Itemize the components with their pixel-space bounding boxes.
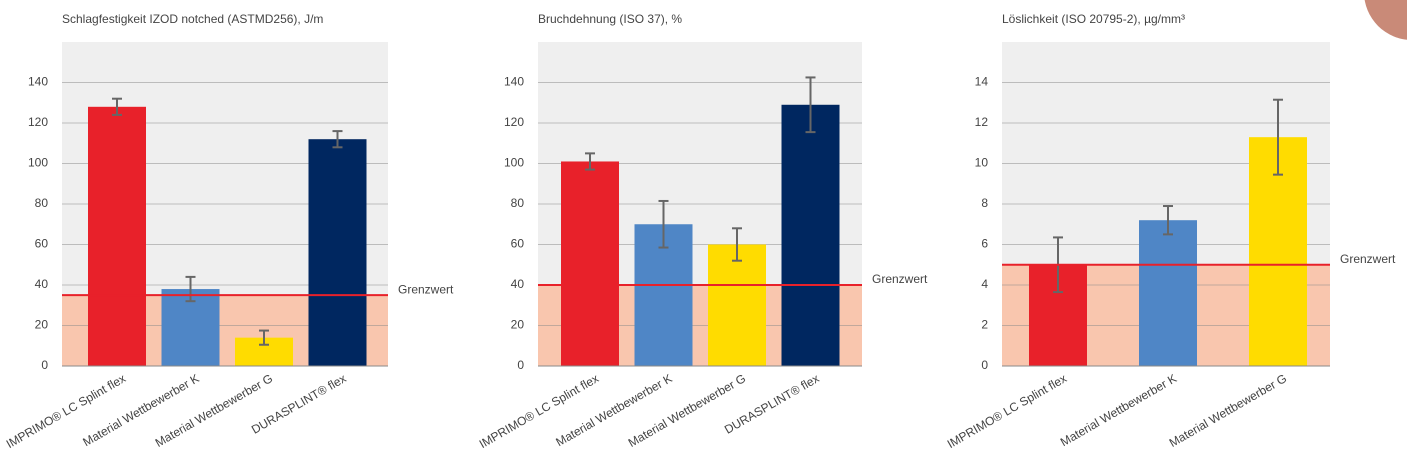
y-tick-label: 10: [975, 156, 989, 170]
decoration: [1364, 0, 1407, 40]
y-tick-label: 20: [511, 318, 525, 332]
error-bar: [732, 227, 742, 262]
error-bar: [805, 76, 816, 134]
threshold-label: Grenzwert: [872, 272, 928, 286]
error-bar: [658, 199, 669, 249]
error-bar: [1273, 98, 1283, 176]
y-tick-label: 0: [517, 358, 524, 372]
y-tick-label: 140: [504, 75, 524, 89]
y-tick-label: 20: [35, 318, 49, 332]
x-tick-label: Material Wettbewerber G: [153, 371, 275, 450]
bar: [308, 139, 367, 366]
chart-title: Bruchdehnung (ISO 37), %: [538, 12, 682, 26]
error-bar: [259, 329, 269, 346]
y-tick-label: 40: [511, 277, 525, 291]
x-tick-label: IMPRIMO® LC Splint flex: [4, 371, 128, 451]
y-tick-label: 120: [504, 115, 524, 129]
error-bar: [1163, 205, 1173, 236]
error-bar: [112, 97, 122, 116]
x-tick-label: Material Wettbewerber G: [626, 371, 748, 450]
bar: [708, 244, 766, 366]
y-tick-label: 0: [981, 358, 988, 372]
y-tick-label: 6: [981, 237, 988, 251]
error-bar: [332, 130, 343, 149]
chart-title: Löslichkeit (ISO 20795-2), µg/mm³: [1002, 12, 1185, 26]
bar: [88, 106, 146, 367]
threshold-label: Grenzwert: [1340, 252, 1396, 266]
y-tick-label: 4: [981, 277, 988, 291]
y-tick-label: 80: [35, 196, 49, 210]
bar: [561, 161, 619, 366]
y-tick-label: 140: [28, 75, 48, 89]
y-tick-label: 0: [41, 358, 48, 372]
chart-title: Schlagfestigkeit IZOD notched (ASTMD256)…: [62, 12, 323, 26]
bar: [781, 104, 840, 367]
x-tick-label: IMPRIMO® LC Splint flex: [945, 371, 1069, 451]
y-tick-label: 40: [35, 277, 49, 291]
y-tick-label: 100: [28, 156, 48, 170]
y-tick-label: 80: [511, 196, 525, 210]
y-tick-label: 2: [981, 318, 988, 332]
y-tick-label: 12: [975, 115, 989, 129]
bar: [1139, 220, 1197, 366]
y-tick-label: 8: [981, 196, 988, 210]
error-bar: [585, 152, 595, 171]
x-tick-label: Material Wettbewerber K: [1058, 371, 1179, 449]
y-tick-label: 120: [28, 115, 48, 129]
x-tick-label: Material Wettbewerber K: [553, 371, 674, 449]
y-tick-label: 14: [975, 75, 989, 89]
y-tick-label: 100: [504, 156, 524, 170]
error-bar: [185, 275, 196, 303]
x-tick-label: IMPRIMO® LC Splint flex: [477, 371, 601, 451]
x-tick-label: Material Wettbewerber K: [80, 371, 201, 449]
y-tick-label: 60: [35, 237, 49, 251]
threshold-label: Grenzwert: [398, 282, 454, 296]
x-tick-label: Material Wettbewerber G: [1167, 371, 1289, 450]
y-tick-label: 60: [511, 237, 525, 251]
